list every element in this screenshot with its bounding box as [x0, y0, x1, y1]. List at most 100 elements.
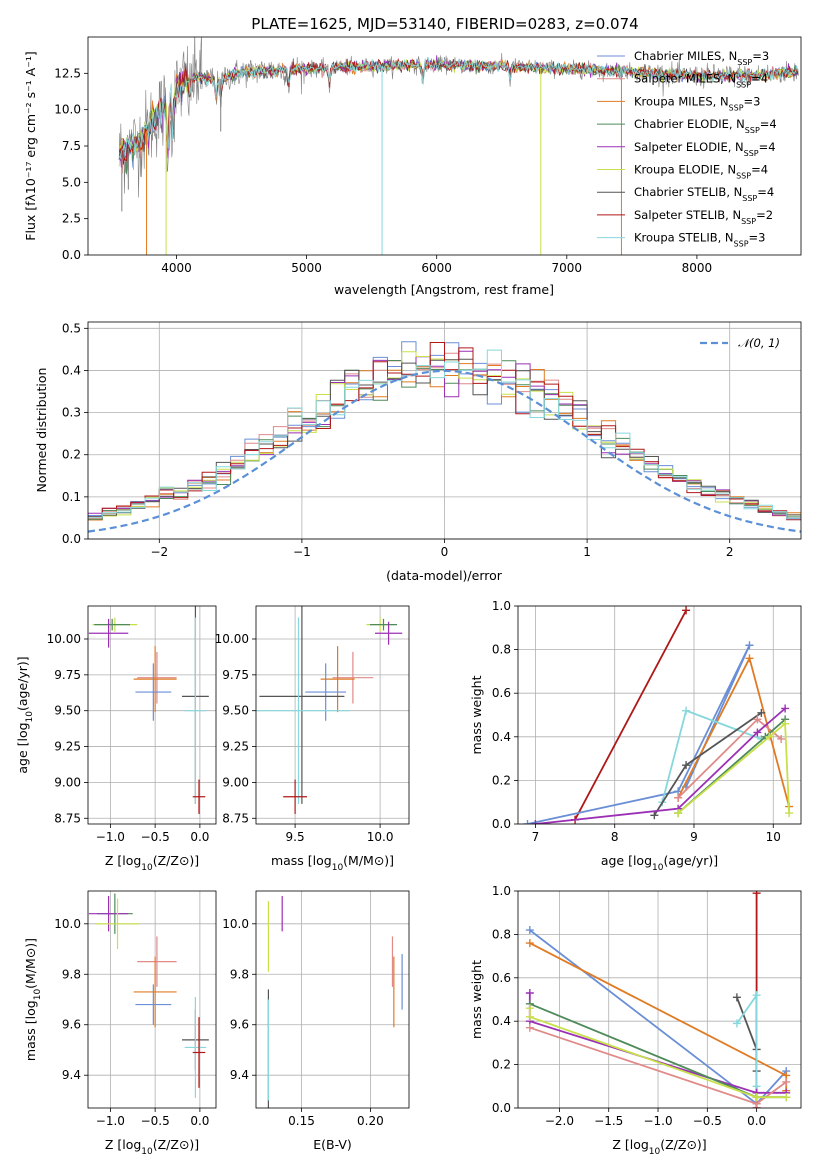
- mass-weight-vs-age-marker: [765, 732, 774, 741]
- spectrum-model-line: [118, 57, 799, 165]
- mass-vs-EBV-grid: [256, 891, 409, 1108]
- hist-xtick-label: 0: [441, 545, 449, 559]
- age-vs-mass-ytick-label: 10.00: [215, 632, 249, 646]
- mass-weight-vs-Z-marker: [525, 926, 534, 935]
- mass-weight-vs-age-marker: [682, 706, 691, 715]
- age-vs-Z-ytick-label: 9.50: [54, 704, 81, 718]
- mass-weight-vs-Z-marker: [525, 988, 534, 997]
- age-vs-Z-ytick-label: 8.75: [54, 811, 81, 825]
- mass-weight-vs-Z-xtick-label: 0.0: [747, 1114, 766, 1128]
- legend-entry: Salpeter STELIB, NSSP=2: [634, 208, 773, 226]
- mass-weight-vs-Z-marker: [732, 1019, 741, 1028]
- mass-weight-vs-Z-frame: [517, 890, 802, 1109]
- legend-entry: Salpeter MILES, NSSP=4: [634, 72, 768, 90]
- mass-weight-vs-Z-xtick-label: −1.5: [594, 1114, 623, 1128]
- spectrum-xtick-label: 8000: [682, 261, 713, 275]
- spectrum-ytick-label: 0.0: [62, 248, 81, 262]
- mass-weight-vs-age-marker: [781, 719, 790, 728]
- mass-weight-vs-age-marker: [753, 715, 762, 724]
- mass-vs-Z-xtick-label: −1.0: [96, 1114, 125, 1128]
- mass-weight-vs-Z-ytick-label: 0.6: [492, 971, 511, 985]
- mass-weight-vs-Z-ytick-label: 1.0: [492, 884, 511, 898]
- hist-step-line: [88, 349, 801, 539]
- hist-step-line: [88, 342, 801, 539]
- spectrum-ytick-label: 10.0: [54, 103, 81, 117]
- mass-vs-EBV-xtick-label: 0.20: [357, 1114, 384, 1128]
- spectrum-plot-area: [118, 37, 799, 255]
- mass-weight-vs-age-marker: [674, 793, 683, 802]
- mass-weight-vs-age-series-line: [574, 609, 687, 821]
- legend-entry: Kroupa MILES, NSSP=3: [634, 94, 760, 112]
- spectrum-ytick-label: 12.5: [54, 66, 81, 80]
- mass-weight-vs-Z-ytick-label: 0.4: [492, 1014, 511, 1028]
- mass-vs-Z-frame: [87, 890, 217, 1109]
- age-vs-mass-ytick-label: 9.50: [222, 704, 249, 718]
- hist-ylabel: Normed distribution: [34, 368, 49, 493]
- mass-weight-vs-age-ytick-label: 1.0: [492, 599, 511, 613]
- mass-weight-vs-Z-plot-area: [525, 891, 791, 1108]
- legend-entry: Salpeter ELODIE, NSSP=4: [634, 140, 776, 158]
- mass-weight-vs-age-marker: [682, 761, 691, 770]
- age-vs-mass-xtick-label: 10.0: [367, 830, 394, 844]
- mass-vs-EBV-xlabel: E(B-V): [313, 1137, 352, 1152]
- mass-weight-vs-age-axes: 7 8 9 10 0.0 0.2 0.4 0.6 0.8 1.0: [492, 599, 802, 844]
- age-vs-Z-xtick-label: −0.5: [141, 830, 170, 844]
- mass-weight-vs-age-marker: [650, 811, 659, 820]
- legend-entry: Kroupa STELIB, NSSP=3: [634, 231, 765, 249]
- age-vs-Z-xlabel: Z [log10(Z/Z⊙)]: [105, 853, 199, 873]
- hist-legend: 𝒩(0, 1): [700, 336, 780, 350]
- hist-ytick-label: 0.2: [62, 448, 81, 462]
- mass-weight-vs-Z-marker: [525, 1012, 534, 1021]
- age-vs-mass-xlabel: mass [log10(M/M⊙)]: [271, 853, 394, 873]
- mass-weight-vs-Z-xtick-label: −0.5: [693, 1114, 722, 1128]
- mass-vs-EBV-ytick-label: 9.8: [230, 967, 249, 981]
- spectrum-xlabel: wavelength [Angstrom, rest frame]: [334, 282, 554, 297]
- spectrum-ytick-label: 7.5: [62, 139, 81, 153]
- mass-vs-EBV-axes: 0.15 0.20 9.4 9.6 9.8 10.0: [222, 890, 410, 1128]
- age-vs-mass-plot-area: [256, 606, 403, 814]
- age-vs-mass-frame: [255, 605, 410, 825]
- legend-entry: Chabrier ELODIE, NSSP=4: [634, 117, 777, 135]
- mass-weight-vs-age-marker: [777, 734, 786, 743]
- mass-weight-vs-age-ytick-label: 0.6: [492, 686, 511, 700]
- age-vs-Z-xtick-label: −1.0: [96, 830, 125, 844]
- mass-weight-vs-Z-marker: [525, 1004, 534, 1013]
- mass-vs-Z-ytick-label: 9.8: [62, 967, 81, 981]
- age-vs-mass-ytick-label: 9.25: [222, 740, 249, 754]
- mass-weight-vs-age-xlabel: age [log10(age/yr)]: [601, 853, 718, 873]
- hist-ytick-label: 0.0: [62, 532, 81, 546]
- age-vs-Z-ytick-label: 9.75: [54, 668, 81, 682]
- age-vs-mass-ytick-label: 9.00: [222, 775, 249, 789]
- age-vs-Z-ytick-label: 9.00: [54, 775, 81, 789]
- mass-weight-vs-age-ytick-label: 0.8: [492, 643, 511, 657]
- hist-frame: [87, 321, 802, 540]
- hist-xtick-label: 1: [583, 545, 591, 559]
- mass-weight-vs-age-ytick-label: 0.4: [492, 730, 511, 744]
- mass-weight-vs-age-xtick-label: 10: [766, 830, 781, 844]
- mass-weight-vs-age-xtick-label: 9: [690, 830, 698, 844]
- spectrum-xtick-label: 6000: [421, 261, 452, 275]
- mass-vs-EBV-frame: [255, 890, 410, 1109]
- mass-vs-Z-ytick-label: 9.4: [62, 1068, 81, 1082]
- hist-plot-area: [88, 341, 801, 539]
- mass-weight-vs-age-marker: [531, 820, 540, 824]
- mass-vs-Z-ytick-label: 9.6: [62, 1018, 81, 1032]
- age-vs-mass-grid: [256, 606, 409, 824]
- mass-vs-EBV-ytick-label: 9.4: [230, 1068, 249, 1082]
- mass-weight-vs-Z-grid: [518, 890, 801, 1109]
- spectrum-frame: [87, 36, 802, 256]
- mass-weight-vs-age-marker: [757, 708, 766, 717]
- mass-vs-EBV-xtick-label: 0.15: [288, 1114, 315, 1128]
- hist-xlabel: (data-model)/error: [386, 568, 503, 583]
- mass-weight-vs-age-series-line: [653, 712, 762, 816]
- spectrum-ylabel: Flux [fλ10⁻¹⁷ erg cm⁻² s⁻¹ A⁻¹]: [23, 51, 38, 240]
- mass-vs-Z-xtick-label: 0.0: [190, 1114, 209, 1128]
- mass-weight-vs-Z-xlabel: Z [log10(Z/Z⊙)]: [612, 1137, 706, 1157]
- mass-weight-vs-Z-marker: [782, 1077, 791, 1086]
- mass-weight-vs-Z-ylabel: mass weight: [469, 960, 484, 1039]
- spectrum-ytick-label: 5.0: [62, 175, 81, 189]
- spectrum-xtick-label: 5000: [291, 261, 322, 275]
- age-vs-Z-ylabel: age [log10(age/yr)]: [15, 656, 35, 773]
- mass-weight-vs-age-plot-area: [523, 606, 794, 824]
